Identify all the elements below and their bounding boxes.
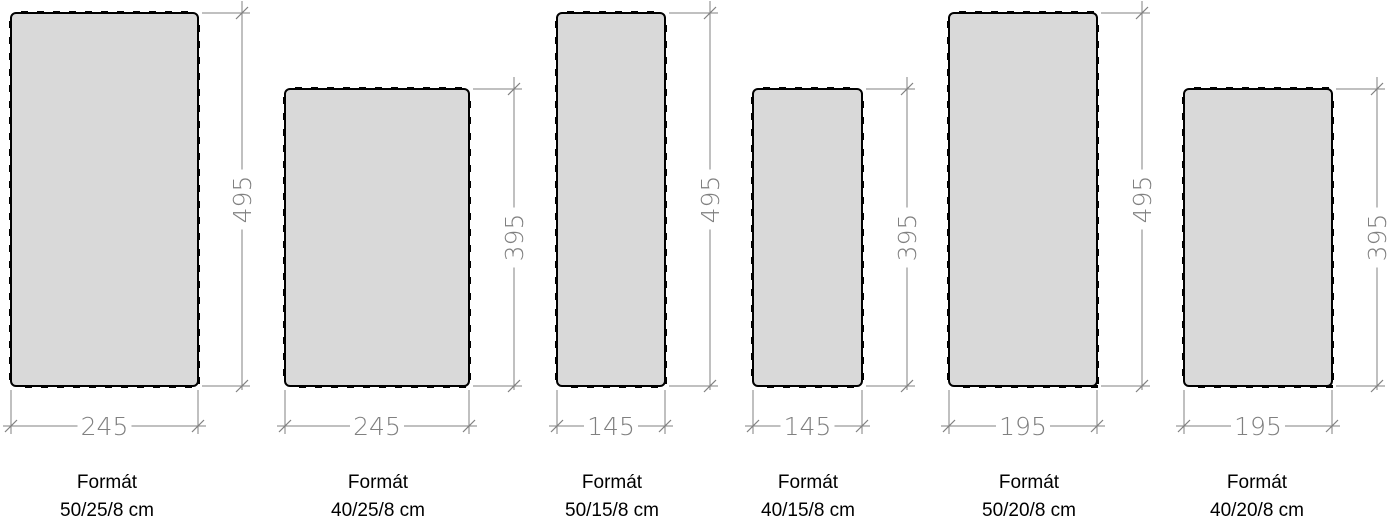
caption-size: 50/20/8 cm	[982, 500, 1076, 521]
caption-size: 40/20/8 cm	[1210, 500, 1304, 521]
height-label: 395	[893, 214, 922, 262]
format-caption: Formát 50/20/8 cm	[982, 472, 1076, 521]
caption-title: Formát	[778, 472, 839, 493]
tile-format-4: 395 145 Formát 40/15/8 cm	[745, 77, 922, 521]
tile-format-5: 495 195 Formát 50/20/8 cm	[941, 1, 1157, 521]
dimension-tick	[507, 379, 521, 393]
height-label: 495	[228, 176, 257, 224]
height-label: 395	[1363, 214, 1392, 262]
format-caption: Formát 40/20/8 cm	[1210, 472, 1304, 521]
tile-format-1: 495 245 Formát 50/25/8 cm	[3, 1, 257, 521]
dimension-tick	[4, 419, 18, 433]
format-caption: Formát 50/15/8 cm	[565, 472, 659, 521]
dimension-tick	[235, 379, 249, 393]
dimension-tick	[1370, 82, 1384, 96]
tile-rectangle	[556, 12, 666, 387]
caption-title: Formát	[582, 472, 643, 493]
tile-format-3: 495 145 Formát 50/15/8 cm	[549, 1, 725, 521]
dimension-tick	[278, 419, 292, 433]
dimension-tick	[1135, 379, 1149, 393]
dimension-tick	[1090, 419, 1104, 433]
width-label: 145	[784, 412, 832, 441]
dimension-tick	[658, 419, 672, 433]
dimension-tick	[746, 419, 760, 433]
width-label: 245	[353, 412, 401, 441]
caption-size: 50/15/8 cm	[565, 500, 659, 521]
height-dimension: 495	[202, 1, 257, 393]
dimension-tick	[703, 6, 717, 20]
height-dimension: 395	[473, 77, 529, 393]
width-dimension: 195	[941, 390, 1105, 441]
dimension-tick	[855, 419, 869, 433]
height-dimension: 495	[669, 1, 725, 393]
tile-rectangle	[10, 12, 199, 387]
tile-format-2: 395 245 Formát 40/25/8 cm	[277, 77, 529, 521]
dimension-tick	[191, 419, 205, 433]
height-dimension: 395	[1336, 77, 1392, 393]
width-dimension: 145	[745, 390, 870, 441]
width-dimension: 195	[1176, 390, 1340, 441]
height-label: 495	[1128, 176, 1157, 224]
height-dimension: 495	[1101, 1, 1157, 393]
height-dimension: 395	[866, 77, 922, 393]
format-caption: Formát 50/25/8 cm	[60, 472, 154, 521]
dimension-tick	[900, 379, 914, 393]
width-dimension: 145	[549, 390, 673, 441]
dimension-tick	[1135, 6, 1149, 20]
caption-title: Formát	[77, 472, 138, 493]
width-label: 195	[1234, 412, 1282, 441]
dimension-tick	[703, 379, 717, 393]
width-dimension: 245	[3, 390, 206, 441]
tile-rectangle	[1183, 88, 1333, 387]
tile-rectangle	[948, 12, 1098, 387]
format-caption: Formát 40/25/8 cm	[331, 472, 425, 521]
caption-title: Formát	[1227, 472, 1288, 493]
dimension-tick	[235, 6, 249, 20]
dimension-tick	[550, 419, 564, 433]
dimension-tick	[900, 82, 914, 96]
caption-size: 40/15/8 cm	[761, 500, 855, 521]
caption-size: 40/25/8 cm	[331, 500, 425, 521]
dimension-tick	[1177, 419, 1191, 433]
height-label: 495	[696, 176, 725, 224]
tile-format-6: 395 195 Formát 40/20/8 cm	[1176, 77, 1392, 521]
width-dimension: 245	[277, 390, 477, 441]
width-label: 195	[999, 412, 1047, 441]
caption-title: Formát	[999, 472, 1060, 493]
width-label: 245	[81, 412, 129, 441]
dimension-tick	[942, 419, 956, 433]
tile-rectangle	[284, 88, 470, 387]
dimension-tick	[1370, 379, 1384, 393]
dimension-tick	[462, 419, 476, 433]
width-label: 145	[587, 412, 635, 441]
caption-title: Formát	[348, 472, 409, 493]
caption-size: 50/25/8 cm	[60, 500, 154, 521]
format-caption: Formát 40/15/8 cm	[761, 472, 855, 521]
dimension-tick	[1325, 419, 1339, 433]
height-label: 395	[500, 214, 529, 262]
tile-rectangle	[752, 88, 863, 387]
dimension-tick	[507, 82, 521, 96]
